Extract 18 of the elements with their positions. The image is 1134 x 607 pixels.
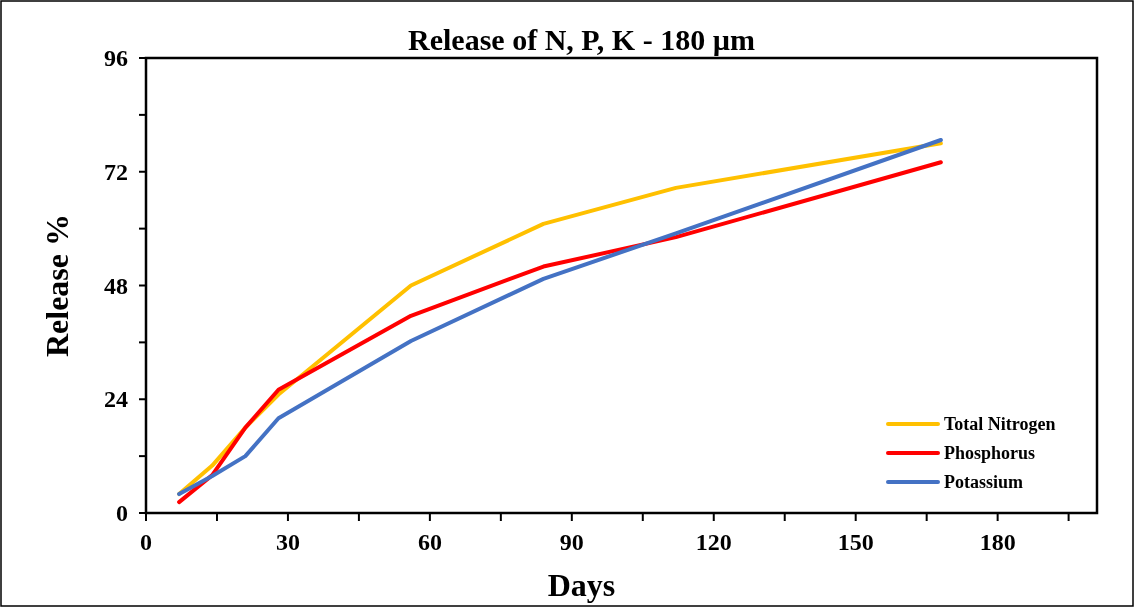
y-tick-label: 72	[104, 158, 128, 185]
x-tick-label: 60	[417, 529, 442, 555]
chart-title: Release of N, P, K - 180 µm	[408, 23, 755, 56]
legend-label: Total Nitrogen	[944, 414, 1056, 434]
y-tick-label: 48	[104, 272, 128, 299]
legend-label: Potassium	[944, 472, 1024, 492]
x-tick-label: 0	[140, 529, 152, 555]
y-tick-label: 24	[104, 386, 128, 413]
y-axis-title: Release %	[39, 213, 75, 358]
y-tick-label: 0	[116, 500, 128, 526]
x-tick-label: 120	[695, 529, 732, 555]
x-tick-label: 180	[979, 529, 1016, 555]
x-tick-label: 150	[837, 529, 874, 555]
x-axis-title: Days	[547, 567, 616, 603]
y-tick-label: 96	[104, 45, 128, 71]
x-tick-label: 30	[275, 529, 300, 555]
x-tick-label: 90	[559, 529, 584, 555]
legend-label: Phosphorus	[944, 443, 1036, 463]
